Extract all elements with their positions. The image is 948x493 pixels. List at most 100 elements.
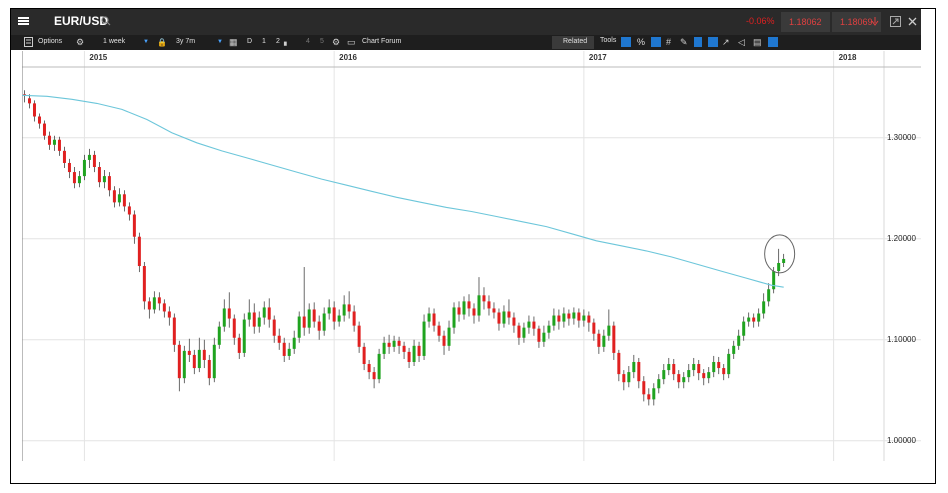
candle xyxy=(512,312,516,333)
sell-price-box[interactable] xyxy=(781,12,830,32)
candle xyxy=(707,367,711,384)
related-button[interactable]: Related xyxy=(563,38,588,45)
candle-body xyxy=(677,374,681,383)
interval-select[interactable]: 1 week xyxy=(103,38,126,45)
candle-body xyxy=(177,344,181,379)
calendar-icon[interactable]: ▦ xyxy=(229,37,238,47)
candle xyxy=(222,299,226,332)
candle xyxy=(62,146,66,169)
candle-body xyxy=(612,325,616,353)
candle-body xyxy=(192,354,196,369)
candle xyxy=(782,253,786,268)
candle xyxy=(92,150,96,173)
zoom-icon[interactable] xyxy=(708,37,718,47)
candle-body xyxy=(577,312,581,321)
candle-body xyxy=(742,321,746,336)
layout-5-button[interactable]: 5 xyxy=(320,38,324,45)
candle xyxy=(302,267,306,336)
candle xyxy=(152,291,156,314)
candle xyxy=(182,345,186,384)
candle-body xyxy=(542,332,546,342)
chat-bubble-icon[interactable]: ▭ xyxy=(347,37,356,47)
text-tool-icon[interactable] xyxy=(651,37,661,47)
candle xyxy=(522,322,526,343)
candle-body xyxy=(652,388,656,400)
lock-icon[interactable]: 🔒 xyxy=(157,38,167,47)
y-tick-label: 1.10000 xyxy=(887,334,916,344)
candle-body xyxy=(427,313,431,322)
candle-body xyxy=(42,123,46,136)
candle xyxy=(517,322,521,345)
candle-body xyxy=(447,327,451,346)
candle xyxy=(297,311,301,343)
settings-gear-icon[interactable]: ⚙ xyxy=(332,37,341,47)
header-bar xyxy=(11,9,921,35)
candle-body xyxy=(712,361,716,373)
candle-body xyxy=(382,342,386,354)
popout-icon[interactable] xyxy=(890,16,901,27)
candle-body xyxy=(737,335,741,346)
menu-icon[interactable] xyxy=(18,17,29,25)
candle xyxy=(42,120,46,140)
options-button[interactable]: Options xyxy=(38,38,63,45)
layout-d-button[interactable]: D xyxy=(247,38,253,45)
candle-body xyxy=(202,349,206,360)
candle-body xyxy=(77,176,81,184)
candle xyxy=(767,283,771,307)
candle-body xyxy=(32,103,36,117)
layout-4-button[interactable]: 4 xyxy=(306,38,310,45)
buy-price: 1.18069 xyxy=(840,17,873,27)
candle xyxy=(332,301,336,330)
candle xyxy=(582,309,586,327)
print-icon[interactable]: ▤ xyxy=(753,37,762,47)
candle xyxy=(47,131,51,150)
grid-icon[interactable]: # xyxy=(666,37,672,47)
close-icon[interactable] xyxy=(908,17,917,26)
share-icon[interactable] xyxy=(768,37,778,47)
candle-body xyxy=(347,304,351,312)
candle xyxy=(387,334,391,354)
candle xyxy=(402,341,406,359)
candle-body xyxy=(167,311,171,318)
options-icon[interactable] xyxy=(24,37,33,47)
chart-plot[interactable] xyxy=(22,51,921,461)
candle-body xyxy=(102,176,106,183)
candle xyxy=(102,170,106,189)
candle-body xyxy=(317,321,321,331)
candle xyxy=(197,337,201,373)
tag-icon[interactable]: ◁ xyxy=(738,37,745,47)
layout-icon[interactable]: ▖ xyxy=(284,39,290,46)
candle xyxy=(382,336,386,359)
candle xyxy=(682,372,686,389)
candle-body xyxy=(697,364,701,374)
candle xyxy=(577,308,581,328)
candle-body xyxy=(782,258,786,263)
annotation-icon[interactable]: ↗ xyxy=(722,37,730,47)
candle xyxy=(312,302,316,328)
draw-tool-icon[interactable]: ✎ xyxy=(680,37,688,47)
search-icon[interactable] xyxy=(101,16,111,26)
settings-gear-icon[interactable]: ⚙ xyxy=(76,37,85,47)
candle-body xyxy=(517,325,521,338)
candle xyxy=(647,388,651,406)
range-select[interactable]: 3y 7m xyxy=(176,38,196,45)
candle xyxy=(667,357,671,376)
layout-2-button[interactable]: 2 xyxy=(276,38,280,45)
chart-forum-button[interactable]: Chart Forum xyxy=(362,38,402,45)
candle-body xyxy=(97,167,101,183)
candle xyxy=(692,357,696,377)
layout-1-button[interactable]: 1 xyxy=(262,38,266,45)
percent-icon[interactable]: % xyxy=(637,37,646,47)
buy-price-box[interactable] xyxy=(832,12,881,32)
candle xyxy=(657,374,661,394)
related-button-bg[interactable] xyxy=(552,36,594,49)
candle-body xyxy=(702,373,706,379)
candle-body xyxy=(257,317,261,327)
candle xyxy=(352,305,356,332)
back-arrow-icon[interactable] xyxy=(621,37,631,47)
candle xyxy=(322,307,326,336)
candle-body xyxy=(572,312,576,319)
candle-body xyxy=(127,206,131,215)
marker-icon[interactable] xyxy=(694,37,702,47)
candle xyxy=(237,333,241,359)
